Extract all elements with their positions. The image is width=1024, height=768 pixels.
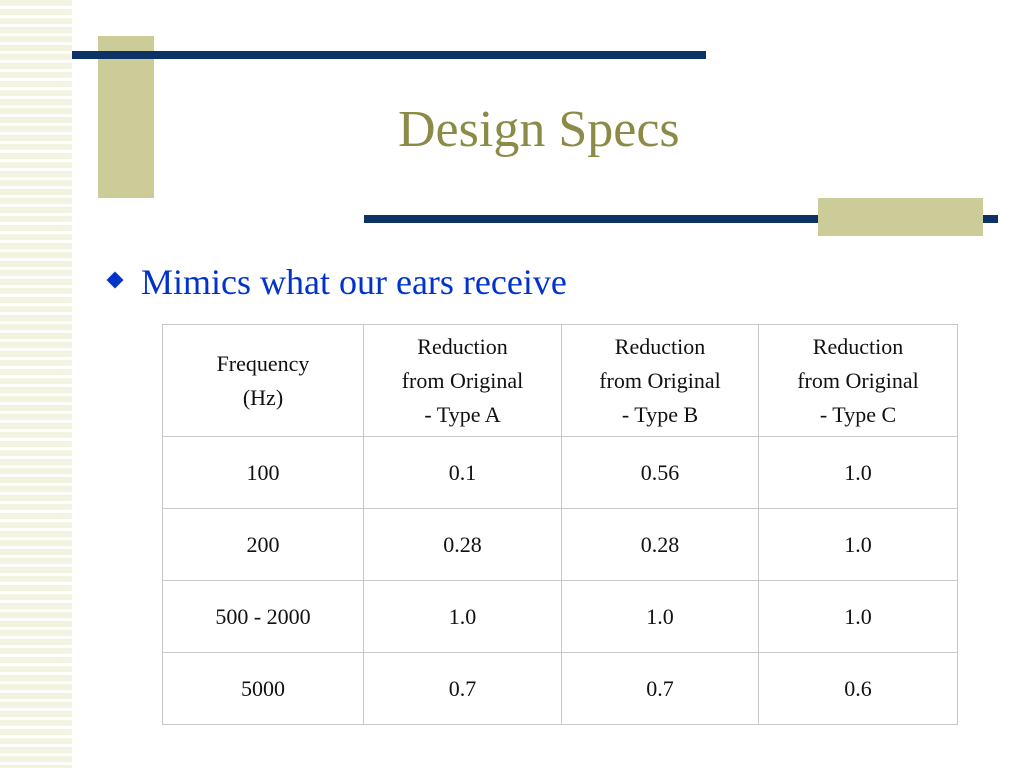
table-cell: 200	[162, 508, 364, 581]
header-line: from Original	[401, 367, 524, 393]
header-line: - Type C	[819, 401, 897, 427]
table-cell: 0.56	[561, 436, 759, 509]
header-type-a: Reduction from Original - Type A	[363, 324, 562, 437]
header-type-b: Reduction from Original - Type B	[561, 324, 759, 437]
table-row: 5000 0.7 0.7 0.6	[162, 652, 958, 725]
header-line: - Type B	[621, 401, 699, 427]
table-cell: 100	[162, 436, 364, 509]
header-line: Reduction	[812, 333, 904, 359]
title-rule-top	[72, 51, 706, 59]
table-row: 200 0.28 0.28 1.0	[162, 508, 958, 581]
bullet-item: Mimics what our ears receive	[105, 260, 567, 304]
accent-block-bottom	[818, 198, 983, 236]
table-cell: 1.0	[363, 580, 562, 653]
table-cell: 5000	[162, 652, 364, 725]
table-cell: 0.1	[363, 436, 562, 509]
header-line: (Hz)	[242, 384, 284, 410]
header-line: Reduction	[614, 333, 706, 359]
table-header-row: Frequency (Hz) Reduction from Original -…	[162, 324, 958, 437]
table-cell: 0.28	[561, 508, 759, 581]
table-cell: 0.7	[363, 652, 562, 725]
header-line: Reduction	[417, 333, 508, 359]
table-cell: 1.0	[758, 508, 958, 581]
table-cell: 1.0	[758, 436, 958, 509]
accent-block-top	[98, 36, 154, 198]
table-cell: 0.7	[561, 652, 759, 725]
header-line: from Original	[797, 367, 919, 393]
table-cell: 0.6	[758, 652, 958, 725]
header-type-c: Reduction from Original - Type C	[758, 324, 958, 437]
title-rule-bottom	[364, 215, 998, 223]
header-line: Frequency	[216, 350, 310, 376]
design-specs-table: Frequency (Hz) Reduction from Original -…	[162, 324, 958, 725]
table-cell: 1.0	[561, 580, 759, 653]
header-line: - Type A	[424, 401, 501, 427]
table-cell: 0.28	[363, 508, 562, 581]
bullet-text: Mimics what our ears receive	[141, 262, 567, 302]
header-line: from Original	[599, 367, 721, 393]
table-row: 100 0.1 0.56 1.0	[162, 436, 958, 509]
table-row: 500 - 2000 1.0 1.0 1.0	[162, 580, 958, 653]
header-frequency: Frequency (Hz)	[162, 324, 364, 437]
striped-sidebar-decoration	[0, 0, 72, 768]
slide-title: Design Specs	[398, 101, 680, 158]
table-cell: 500 - 2000	[162, 580, 364, 653]
diamond-bullet-icon	[106, 271, 124, 289]
table-cell: 1.0	[758, 580, 958, 653]
